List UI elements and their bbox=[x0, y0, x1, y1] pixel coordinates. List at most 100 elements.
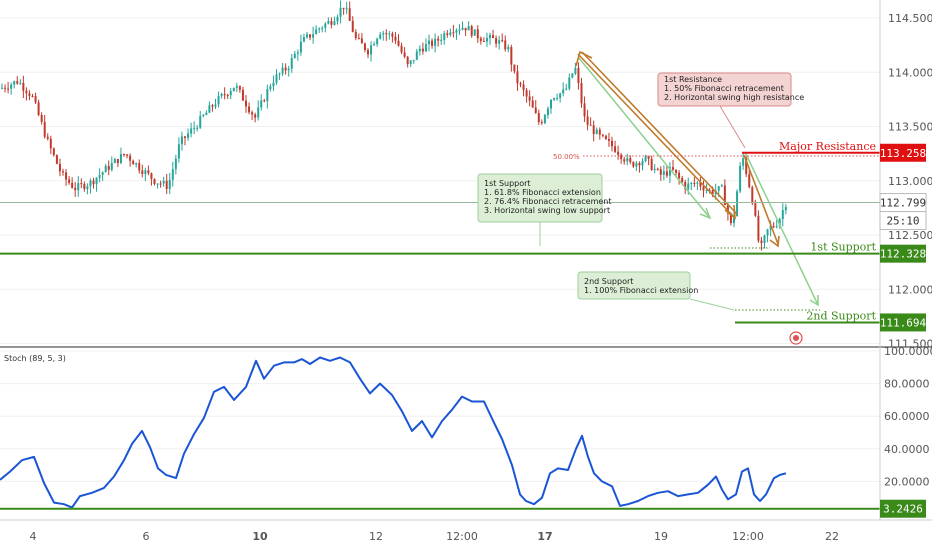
candle-body bbox=[391, 33, 394, 37]
candle-body bbox=[489, 35, 491, 38]
candle-body bbox=[251, 112, 254, 115]
candle-body bbox=[132, 160, 135, 165]
candle-body bbox=[513, 64, 516, 72]
price-level-badge bbox=[880, 143, 926, 162]
note-line: 1. 61.8% Fibonacci extension bbox=[484, 188, 601, 197]
candle-body bbox=[403, 52, 406, 57]
candle-body bbox=[4, 87, 7, 89]
candle-body bbox=[760, 240, 763, 244]
candle-body bbox=[629, 158, 632, 163]
price-tick-label: 111.500 bbox=[888, 338, 932, 351]
candle-body bbox=[19, 82, 22, 84]
candle-body bbox=[110, 162, 113, 170]
candle-body bbox=[668, 167, 671, 176]
candle-body bbox=[428, 40, 430, 45]
time-tick-label: 12:00 bbox=[446, 530, 478, 543]
candle-body bbox=[214, 104, 217, 107]
candle-body bbox=[455, 30, 458, 33]
candle-body bbox=[86, 186, 89, 190]
candle-body bbox=[470, 26, 473, 36]
candle-body bbox=[141, 170, 144, 174]
candle-body bbox=[543, 115, 546, 124]
note-line: 2. Horizontal swing high resistance bbox=[664, 93, 804, 102]
candle-body bbox=[510, 47, 513, 65]
candle-body bbox=[617, 151, 620, 155]
candle-body bbox=[34, 96, 37, 103]
candle-body bbox=[626, 158, 629, 162]
candle-body bbox=[40, 114, 43, 122]
candle-body bbox=[95, 177, 98, 185]
candle-body bbox=[754, 203, 757, 216]
fib-50-label: 50.00% bbox=[553, 153, 580, 161]
alert-icon[interactable] bbox=[789, 331, 803, 345]
candle-body bbox=[446, 33, 449, 35]
candle-body bbox=[31, 96, 34, 98]
price-level-badge bbox=[880, 313, 926, 332]
candle-body bbox=[177, 144, 180, 159]
candle-body bbox=[690, 182, 693, 184]
price-badges: 113.258 112.799 112.328 111.694 25:10 bbox=[879, 143, 927, 332]
candle-body bbox=[550, 99, 552, 109]
candle-body bbox=[650, 158, 653, 171]
candle-body bbox=[577, 67, 580, 84]
candle-body bbox=[485, 37, 488, 42]
candle-body bbox=[400, 45, 403, 53]
candle-body bbox=[473, 29, 476, 36]
stoch-pane[interactable] bbox=[0, 348, 880, 520]
candle-body bbox=[431, 40, 434, 46]
time-tick-label: 19 bbox=[654, 530, 668, 543]
candle-body bbox=[263, 100, 266, 102]
candle-body bbox=[501, 40, 504, 42]
time-tick-label: 12:00 bbox=[732, 530, 764, 543]
candle-body bbox=[284, 67, 287, 71]
candle-body bbox=[443, 33, 446, 40]
price-level-caption: 1st Support bbox=[810, 241, 876, 254]
note-line: 1. 50% Fibonacci retracement bbox=[664, 84, 784, 93]
price-pane[interactable] bbox=[0, 0, 880, 345]
stoch-tick-label: 20.0000 bbox=[884, 475, 930, 488]
candle-body bbox=[440, 39, 443, 41]
candle-body bbox=[281, 67, 284, 74]
candle-body bbox=[147, 170, 150, 174]
price-tick-label: 113.500 bbox=[888, 121, 932, 134]
candle-body bbox=[373, 44, 376, 46]
candle-body bbox=[92, 180, 95, 185]
candle-body bbox=[678, 172, 681, 179]
candle-body bbox=[318, 28, 321, 30]
candle-body bbox=[571, 73, 574, 78]
time-tick-label: 12 bbox=[369, 530, 383, 543]
candle-body bbox=[382, 33, 385, 35]
candle-body bbox=[202, 115, 205, 117]
candle-body bbox=[10, 84, 13, 89]
candle-body bbox=[434, 38, 437, 46]
price-lines: Major Resistance 1st Support 2nd Support bbox=[0, 140, 880, 324]
stoch-threshold-badge bbox=[880, 499, 926, 518]
candle-body bbox=[248, 106, 251, 113]
candle-body bbox=[245, 100, 247, 107]
candle-body bbox=[748, 174, 751, 188]
candle-body bbox=[229, 91, 232, 96]
price-level-caption: Major Resistance bbox=[779, 140, 876, 153]
time-tick-label: 22 bbox=[825, 530, 839, 543]
candle-body bbox=[275, 74, 278, 83]
candle-body bbox=[574, 67, 577, 74]
time-tick-label: 17 bbox=[537, 530, 552, 543]
candle-body bbox=[62, 171, 64, 173]
candle-body bbox=[16, 81, 19, 84]
candle-body bbox=[763, 235, 766, 244]
candle-body bbox=[309, 34, 312, 38]
candle-body bbox=[101, 172, 104, 175]
candle-body bbox=[504, 40, 507, 50]
candle-body bbox=[266, 89, 269, 102]
candle-body bbox=[293, 53, 296, 59]
candle-body bbox=[49, 138, 52, 149]
price-level-badge-label: 112.799 bbox=[880, 197, 926, 210]
candle-body bbox=[464, 27, 467, 31]
candle-body bbox=[257, 107, 260, 118]
candle-body bbox=[223, 94, 226, 96]
candle-body bbox=[476, 29, 479, 39]
candle-body bbox=[418, 48, 421, 52]
